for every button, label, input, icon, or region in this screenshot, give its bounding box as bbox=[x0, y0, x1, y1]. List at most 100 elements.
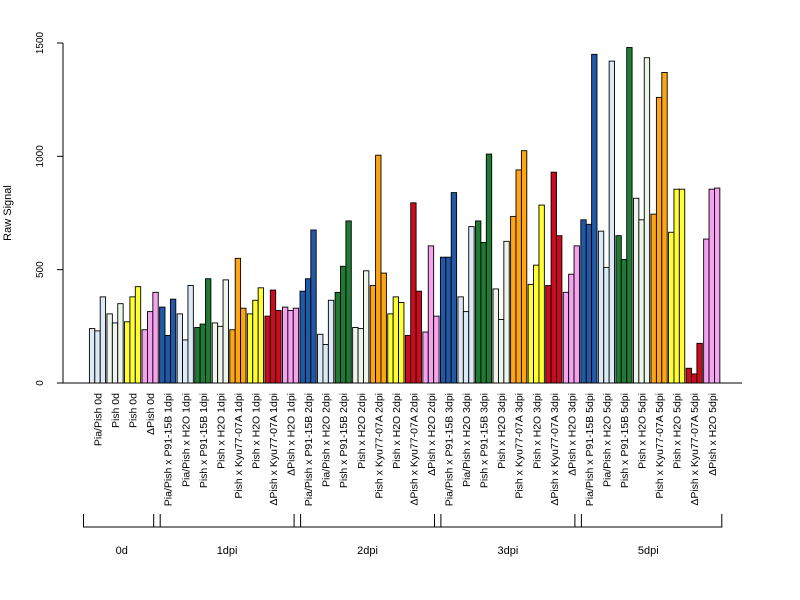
bar bbox=[580, 219, 587, 384]
bar bbox=[655, 96, 663, 384]
group-bracket bbox=[83, 514, 161, 528]
bar bbox=[380, 272, 387, 384]
bar bbox=[252, 299, 259, 384]
bar bbox=[650, 213, 657, 384]
group-bracket bbox=[153, 514, 302, 528]
x-tick-label: ΔPish x Kyu77-07A 2dpi bbox=[408, 393, 420, 506]
bar bbox=[562, 291, 570, 384]
bar bbox=[638, 219, 645, 384]
bar bbox=[88, 328, 96, 384]
bar bbox=[445, 256, 452, 384]
bar bbox=[714, 187, 721, 384]
bar bbox=[556, 235, 563, 384]
bar bbox=[520, 150, 528, 384]
bar bbox=[182, 339, 189, 384]
bar bbox=[573, 245, 580, 384]
x-tick-label: ΔPish x Kyu77-07A 5dpi bbox=[689, 393, 701, 506]
bar bbox=[240, 307, 247, 384]
x-tick-label: ΔPish 0d bbox=[145, 393, 157, 435]
bar bbox=[510, 215, 517, 384]
bar bbox=[124, 321, 131, 384]
bar bbox=[117, 303, 124, 384]
bar bbox=[387, 313, 394, 384]
bar bbox=[626, 47, 633, 384]
bar bbox=[457, 296, 464, 384]
x-tick-label: Pish x H2O 3dpi bbox=[496, 393, 508, 469]
y-tick-label: 500 bbox=[35, 261, 46, 278]
x-tick-label: Pish x P91-15B 2dpi bbox=[338, 393, 350, 488]
x-tick-label: ΔPish x H2O 1dpi bbox=[286, 393, 298, 476]
bar bbox=[492, 288, 499, 384]
y-axis: 0 500 1000 1500 bbox=[35, 31, 64, 386]
bar bbox=[106, 313, 113, 384]
x-tick-label: Pish x Kyu77-07A 1dpi bbox=[233, 393, 245, 499]
bar bbox=[363, 270, 370, 384]
bar bbox=[427, 245, 435, 384]
bar bbox=[515, 169, 522, 384]
bar bbox=[398, 302, 405, 384]
category-labels: Pia/Pish 0d Pish 0d Pish 0d ΔPish 0d Pia/Pis… bbox=[93, 393, 719, 506]
bar bbox=[433, 315, 440, 384]
group-label: 3dpi bbox=[498, 545, 519, 557]
bar bbox=[111, 322, 119, 384]
bar bbox=[282, 306, 289, 384]
bar bbox=[369, 285, 377, 384]
bar bbox=[169, 298, 177, 384]
bar bbox=[345, 220, 352, 384]
x-tick-label: ΔPish x H2O 5dpi bbox=[707, 393, 719, 476]
x-tick-label: Pia/Pish x H2O 3dpi bbox=[461, 393, 473, 487]
group-bracket bbox=[574, 514, 723, 528]
bar bbox=[317, 333, 324, 384]
bar bbox=[591, 53, 598, 384]
x-tick-label: Pish x H2O 1dpi bbox=[215, 393, 227, 469]
bar bbox=[299, 290, 306, 384]
bar bbox=[678, 188, 686, 384]
y-tick-label: 1500 bbox=[35, 31, 46, 54]
x-tick-label: Pia/Pish x P91-15B 1dpi bbox=[163, 393, 175, 506]
bar bbox=[264, 315, 271, 384]
x-tick-label: Pish x P91-15B 5dpi bbox=[619, 393, 631, 488]
bar bbox=[498, 319, 505, 384]
bar bbox=[439, 256, 447, 384]
bar bbox=[620, 259, 628, 384]
x-tick-label: ΔPish x H2O 3dpi bbox=[566, 393, 578, 476]
x-tick-label: Pish x P91-15B 3dpi bbox=[479, 393, 491, 488]
bar bbox=[287, 310, 294, 384]
bar bbox=[422, 331, 429, 384]
x-tick-label: Pish x H2O 3dpi bbox=[531, 393, 543, 469]
bar bbox=[550, 171, 557, 384]
bar bbox=[164, 334, 171, 384]
x-tick-label: Pish x H2O 1dpi bbox=[250, 393, 262, 469]
x-tick-label: Pia/Pish x H2O 1dpi bbox=[180, 393, 192, 487]
bar bbox=[673, 188, 680, 384]
bar bbox=[480, 242, 487, 384]
bar bbox=[533, 264, 540, 384]
bar bbox=[257, 287, 264, 384]
group-label: 2dpi bbox=[357, 545, 378, 557]
x-tick-label: ΔPish x Kyu77-07A 1dpi bbox=[268, 393, 280, 506]
x-tick-label: Pish x H2O 2dpi bbox=[356, 393, 368, 469]
bar bbox=[462, 311, 470, 384]
bar bbox=[392, 296, 399, 384]
x-tick-label: Pia/Pish 0d bbox=[93, 393, 105, 446]
bar bbox=[668, 231, 675, 384]
bar bbox=[340, 265, 347, 384]
bar bbox=[327, 299, 335, 384]
bar bbox=[608, 60, 616, 384]
bar bbox=[152, 291, 159, 384]
bar bbox=[661, 72, 668, 384]
bar bbox=[217, 325, 224, 384]
bar bbox=[410, 202, 417, 384]
bar bbox=[404, 334, 412, 384]
bar bbox=[357, 328, 364, 384]
y-tick-label: 0 bbox=[35, 380, 46, 386]
x-tick-label: Pish x Kyu77-07A 5dpi bbox=[654, 393, 666, 499]
x-tick-label: Pish x Kyu77-07A 2dpi bbox=[373, 393, 385, 499]
bar bbox=[545, 285, 552, 384]
bar bbox=[485, 153, 493, 384]
group-bracket bbox=[434, 514, 582, 528]
bar bbox=[222, 279, 229, 384]
bar bbox=[696, 342, 703, 384]
bar bbox=[176, 313, 183, 384]
